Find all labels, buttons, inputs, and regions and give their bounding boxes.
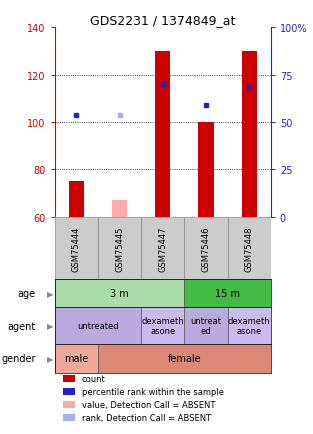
Bar — [198, 123, 213, 217]
Bar — [112, 201, 127, 217]
Text: 3 m: 3 m — [110, 289, 129, 299]
Bar — [98, 344, 271, 373]
Text: GSM75447: GSM75447 — [158, 226, 167, 271]
Bar — [64, 401, 75, 408]
Text: ▶: ▶ — [47, 322, 53, 331]
Bar — [184, 217, 228, 279]
Bar — [141, 308, 184, 344]
Bar — [64, 388, 75, 395]
Bar — [98, 217, 141, 279]
Text: GSM75444: GSM75444 — [72, 226, 81, 271]
Bar — [64, 375, 75, 382]
Bar — [184, 279, 271, 308]
Text: agent: agent — [8, 321, 36, 331]
Text: GSM75446: GSM75446 — [202, 226, 210, 271]
Text: untreat
ed: untreat ed — [190, 317, 222, 335]
Bar — [55, 344, 98, 373]
Bar — [64, 414, 75, 421]
Text: ▶: ▶ — [47, 289, 53, 298]
Bar — [184, 308, 228, 344]
Bar — [55, 279, 184, 308]
Text: GSM75448: GSM75448 — [245, 226, 254, 271]
Text: count: count — [82, 374, 105, 383]
Bar — [69, 182, 84, 217]
Text: value, Detection Call = ABSENT: value, Detection Call = ABSENT — [82, 400, 215, 409]
Text: untreated: untreated — [77, 322, 119, 331]
Text: female: female — [167, 354, 201, 364]
Bar — [228, 217, 271, 279]
Text: ▶: ▶ — [47, 354, 53, 363]
Title: GDS2231 / 1374849_at: GDS2231 / 1374849_at — [90, 14, 235, 27]
Text: 15 m: 15 m — [215, 289, 240, 299]
Bar — [155, 52, 170, 217]
Text: age: age — [18, 289, 36, 299]
Bar — [55, 308, 141, 344]
Text: male: male — [64, 354, 89, 364]
Bar — [242, 52, 257, 217]
Text: dexameth
asone: dexameth asone — [141, 317, 184, 335]
Bar — [228, 308, 271, 344]
Text: gender: gender — [2, 354, 36, 364]
Bar — [141, 217, 184, 279]
Text: percentile rank within the sample: percentile rank within the sample — [82, 387, 224, 396]
Text: GSM75445: GSM75445 — [115, 226, 124, 271]
Bar — [55, 217, 98, 279]
Text: rank, Detection Call = ABSENT: rank, Detection Call = ABSENT — [82, 413, 211, 422]
Text: dexameth
asone: dexameth asone — [228, 317, 270, 335]
